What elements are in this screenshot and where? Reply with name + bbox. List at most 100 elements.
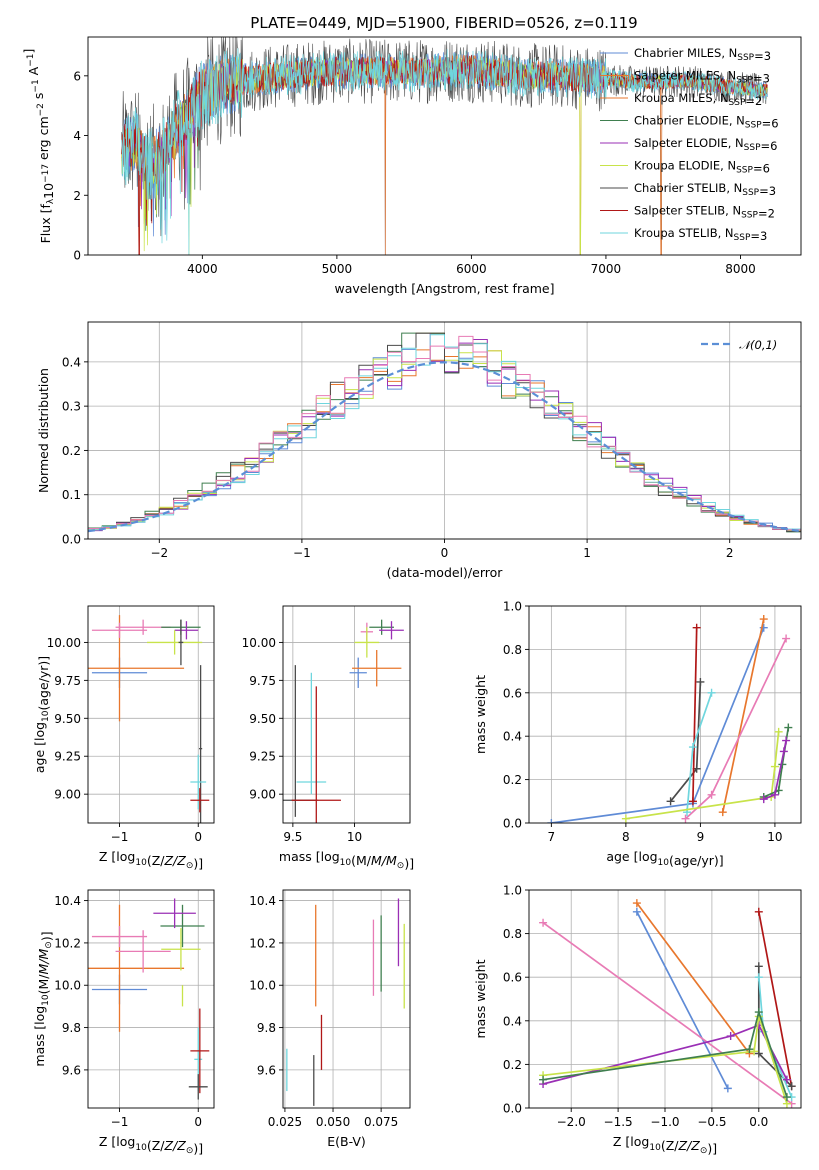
series-marker-kroupa_elodie: [621, 814, 630, 823]
x-tick-label: −1: [293, 546, 311, 560]
series-marker-chabrier_stelib: [787, 1082, 796, 1091]
series-line-pink: [542, 922, 793, 1105]
series-marker-pink: [681, 814, 690, 823]
legend-label-gaussian: 𝒩(0,1): [739, 338, 777, 352]
figure-title: PLATE=0449, MJD=51900, FIBERID=0526, z=0…: [250, 14, 637, 32]
series-line-salpeter_elodie: [763, 740, 787, 800]
y-tick-label: 9.6: [62, 1063, 81, 1077]
gaussian-curve: [88, 361, 801, 533]
y-tick-label: 1.0: [503, 600, 522, 614]
series-marker-kroupa_elodie: [774, 727, 783, 736]
y-tick-label: 0.8: [503, 643, 522, 657]
x-tick-label: 6000: [456, 262, 487, 276]
y-tick-label: 9.8: [257, 1021, 276, 1035]
series-marker-chabrier_elodie: [784, 723, 793, 732]
y-tick-label: 9.50: [249, 712, 276, 726]
series-marker-chabrier_elodie: [754, 1008, 763, 1017]
series-marker-salpeter_miles: [759, 615, 768, 624]
series-marker-kroupa_elodie: [750, 1047, 759, 1056]
mass_vs_ebv-plot-area: [286, 898, 405, 1106]
series-marker-kroupa_stelib: [688, 743, 697, 752]
y-tick-label: 10.2: [249, 936, 276, 950]
spectrum-line-kroupa_stelib: [121, 48, 768, 255]
x-tick-label: 1: [583, 546, 591, 560]
x-tick-label: −1.0: [650, 1115, 679, 1129]
mass_vs_Z-plot-area: [88, 898, 210, 1100]
x-tick-label: 7000: [591, 262, 622, 276]
series-marker-chabrier_stelib: [754, 1049, 763, 1058]
x-tick-label: 9.5: [283, 830, 302, 844]
y-tick-label: 0.2: [503, 1058, 522, 1072]
axes-frame: [528, 605, 802, 824]
residuals-plot-area: [88, 332, 801, 539]
y-tick-label: 9.00: [249, 788, 276, 802]
x-axis-label: Z [log10(Z/Z/Z⊙)]: [99, 849, 203, 871]
series-marker-salpeter_elodie: [759, 795, 768, 804]
series-line-salpeter_stelib: [692, 627, 698, 802]
x-tick-label: 2: [726, 546, 734, 560]
y-tick-label: 2: [73, 189, 81, 203]
series-marker-salpeter_miles: [718, 808, 727, 817]
series-marker-chabrier_miles: [632, 907, 641, 916]
series-line-chabrier_miles: [551, 627, 765, 823]
x-tick-label: 8000: [725, 262, 756, 276]
x-axis-label: E(B-V): [327, 1134, 366, 1149]
y-tick-label: 9.00: [54, 788, 81, 802]
x-tick-label: 8: [622, 830, 630, 844]
series-marker-kroupa_elodie: [770, 762, 779, 771]
axes-frame: [282, 605, 411, 824]
x-axis-label: Z [log10(Z/Z/Z⊙)]: [613, 1134, 717, 1156]
y-tick-label: 9.25: [54, 750, 81, 764]
y-axis-label: mass weight: [473, 675, 488, 754]
y-tick-label: 0.6: [503, 686, 522, 700]
y-tick-label: 9.6: [257, 1063, 276, 1077]
mass_weight_vs_Z-plot-area: [539, 899, 796, 1108]
y-axis-label: age [log10(age/yr)]: [32, 656, 51, 773]
series-marker-salpeter_elodie: [770, 790, 779, 799]
x-tick-label: 0: [441, 546, 449, 560]
x-tick-label: 0.050: [316, 1115, 350, 1129]
residuals-axes: −2 −1 0 1 2 0.0 0.1 0.2 0.3 0.4 (data-model)/error…: [36, 321, 802, 580]
y-tick-label: 0: [73, 249, 81, 263]
x-tick-label: 0.0: [749, 1115, 768, 1129]
series-marker-salpeter_miles: [632, 899, 641, 908]
y-tick-label: 0.4: [503, 730, 522, 744]
x-tick-label: 5000: [322, 262, 353, 276]
axes-frame: [87, 605, 215, 824]
y-tick-label: 9.75: [249, 674, 276, 688]
series-marker-chabrier_elodie: [745, 1045, 754, 1054]
x-tick-label: 0.075: [364, 1115, 398, 1129]
series-line-salpeter_miles: [636, 902, 751, 1055]
legend-label: Kroupa MILES, NSSP=2: [634, 91, 762, 108]
y-tick-label: 10.0: [54, 979, 81, 993]
series-line-chabrier_elodie: [542, 1009, 788, 1098]
series-marker-kroupa_stelib: [754, 973, 763, 982]
y-tick-label: 0.4: [503, 1014, 522, 1028]
series-marker-salpeter_elodie: [779, 747, 788, 756]
y-tick-label: 10.00: [47, 636, 81, 650]
x-tick-label: 0: [194, 830, 202, 844]
series-marker-chabrier_miles: [547, 819, 556, 823]
axes-frame: [87, 36, 802, 256]
legend-label: Chabrier ELODIE, NSSP=6: [634, 114, 779, 131]
series-marker-salpeter_stelib: [692, 623, 701, 632]
age_vs_mass-axes: 9.5 10 9.00 9.25 9.50 9.75 10.00 mass [log10(M/…: [242, 605, 414, 871]
axes-frame: [87, 889, 215, 1109]
y-tick-label: 0.8: [503, 927, 522, 941]
series-line-salpeter_stelib: [757, 911, 793, 1087]
x-tick-label: 0: [194, 1115, 202, 1129]
age_vs_mass-plot-area: [283, 619, 404, 823]
x-tick-label: −1.5: [604, 1115, 633, 1129]
legend-label: Kroupa STELIB, NSSP=3: [634, 226, 767, 243]
series-marker-salpeter_elodie: [726, 1032, 735, 1041]
series-marker-chabrier_elodie: [539, 1075, 548, 1084]
y-tick-label: 0.0: [503, 1102, 522, 1116]
y-tick-label: 0.6: [503, 971, 522, 985]
y-axis-label: Normed distribution: [36, 368, 51, 493]
legend-label: Kroupa ELODIE, NSSP=6: [634, 159, 770, 176]
y-axis-label: mass weight: [473, 959, 488, 1038]
mass_vs_ebv-axes: 0.025 0.050 0.075 9.6 9.8 10.0 10.2 10.4 E(B-V): [249, 889, 411, 1149]
mass_weight_vs_Z-axes: −2.0 −1.5 −1.0 −0.5 0.0 0.0 0.2 0.4 0.6 0.8 1.0 Z […: [473, 884, 802, 1156]
x-tick-label: 0.025: [268, 1115, 302, 1129]
